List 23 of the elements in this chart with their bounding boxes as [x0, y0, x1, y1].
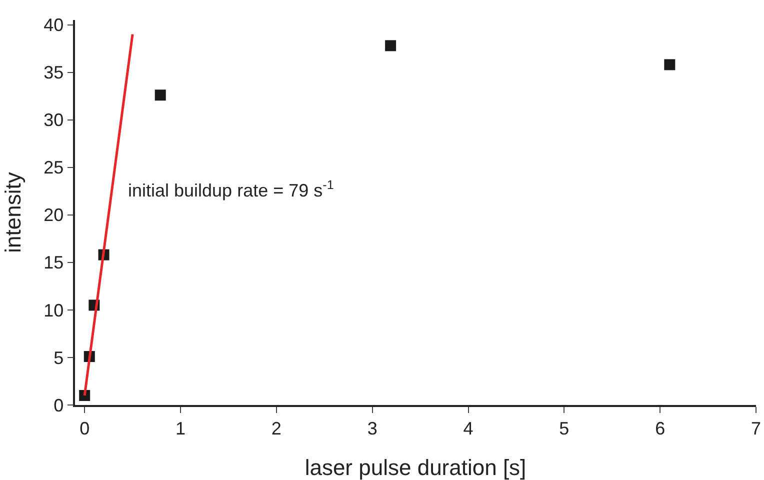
x-tick-label: 5: [559, 418, 570, 438]
x-tick-label: 0: [80, 418, 90, 438]
x-tick-label: 4: [463, 418, 474, 438]
y-tick-label: 5: [54, 348, 64, 368]
x-tick-label: 7: [750, 418, 762, 438]
point: [154, 90, 166, 101]
x-tick-label: 1: [176, 418, 186, 438]
point: [385, 40, 396, 52]
x-tick-label: 6: [655, 418, 666, 438]
y-axis-title: intensity: [0, 172, 26, 253]
x-tick-label: 2: [271, 418, 282, 438]
x-tick-label: 3: [367, 418, 378, 438]
y-tick-label: 20: [44, 205, 64, 226]
x-axis-title: laser pulse duration [s]: [304, 455, 526, 480]
annotation: initial buildup rate = 79 s$^{-1}$: [128, 178, 334, 201]
point: [664, 59, 676, 70]
y-tick-label: 30: [44, 110, 64, 130]
y-tick-label: 40: [44, 15, 64, 36]
y-tick-label: 10: [44, 300, 64, 320]
y-tick-label: 15: [44, 252, 64, 273]
y-tick-label: 25: [44, 158, 64, 178]
y-tick-label: 0: [54, 395, 64, 416]
y-tick-label: 35: [44, 62, 64, 83]
